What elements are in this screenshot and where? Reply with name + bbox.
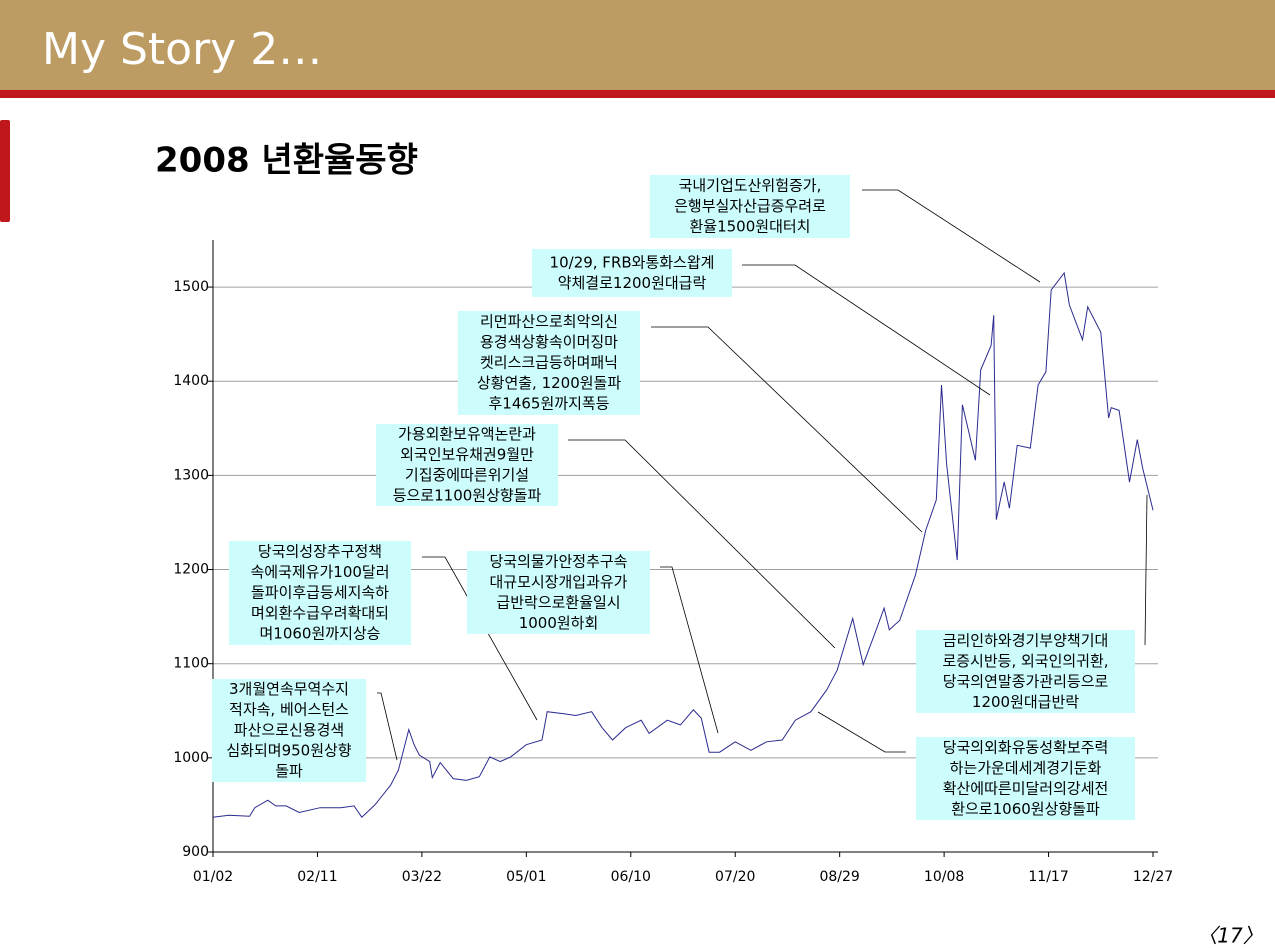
annotation-text: 당국의물가안정추구속 xyxy=(489,552,627,570)
annotation-text: 하는가운데세계경기둔화 xyxy=(950,759,1102,777)
annotation-text: 로증시반등, 외국인의귀환, xyxy=(942,652,1108,670)
annotation-text: 당국의성장추구정책 xyxy=(258,543,382,561)
annotation-text: 돌파 xyxy=(275,762,303,780)
annotation-text: 용경색상황속이머징마 xyxy=(480,333,618,351)
annotation-text: 1000원하회 xyxy=(519,614,599,632)
annotation-text: 며외환수급우려확대되 xyxy=(251,604,389,622)
y-tick-label: 1300 xyxy=(173,467,209,483)
annotation-box xyxy=(467,551,650,634)
header-stripe xyxy=(0,90,1275,98)
x-tick-label: 11/17 xyxy=(1028,869,1068,885)
rate-line xyxy=(212,271,1154,818)
annotation-text: 당국의연말종가관리등으로 xyxy=(943,672,1109,690)
annotation-text: 상황연출, 1200원돌파 xyxy=(477,374,622,392)
annotation-text: 며1060원까지상승 xyxy=(260,625,381,643)
y-tick-label: 900 xyxy=(182,844,209,860)
side-tab xyxy=(0,120,10,222)
annotation-text: 후1465원까지폭등 xyxy=(489,395,610,413)
x-tick-label: 02/11 xyxy=(297,869,337,885)
annotation-text: 가용외환보유액논란과 xyxy=(398,425,536,443)
callout-line xyxy=(377,692,398,761)
annotation-text: 환으로1060원상향돌파 xyxy=(951,800,1100,818)
annotation-text: 금리인하와경기부양책기대 xyxy=(943,631,1109,649)
x-tick-label: 01/02 xyxy=(193,869,233,885)
annotation-text: 등으로1100원상향돌파 xyxy=(393,486,542,504)
annotation-text: 10/29, FRB와통화스왑계 xyxy=(550,253,715,271)
annotation-text: 은행부실자산급증우려로 xyxy=(674,197,826,215)
annotation-text: 약체결로1200원대급락 xyxy=(558,274,707,292)
annotation-box xyxy=(229,541,411,645)
annotation-text: 리먼파산으로최악의신 xyxy=(480,313,618,331)
y-tick-label: 1000 xyxy=(173,750,209,766)
callout-line xyxy=(568,439,836,649)
annotation-box xyxy=(916,630,1135,713)
annotation-text: 돌파이후급등세지속하 xyxy=(251,584,389,602)
header-band xyxy=(0,0,1275,90)
x-tick-label: 10/08 xyxy=(924,869,964,885)
x-tick-label: 07/20 xyxy=(715,869,755,885)
annotation-text: 3개월연속무역수지 xyxy=(229,680,349,698)
x-tick-label: 03/22 xyxy=(402,869,442,885)
callout-line xyxy=(1144,494,1148,646)
annotation-text: 기집중에따른위기설 xyxy=(405,466,529,484)
callout-line xyxy=(422,556,538,721)
annotation-box xyxy=(650,175,850,238)
annotation-text: 1200원대급반락 xyxy=(972,693,1079,711)
annotation-text: 적자속, 베어스턴스 xyxy=(229,701,349,719)
callout-line xyxy=(742,264,991,396)
x-tick-label: 06/10 xyxy=(611,869,651,885)
annotation-text: 당국의외화유동성확보주력 xyxy=(943,738,1109,756)
page-number: 〈17〉 xyxy=(1197,924,1262,948)
callout-line xyxy=(817,711,906,753)
x-tick-label: 08/29 xyxy=(819,869,859,885)
x-tick-label: 12/27 xyxy=(1133,869,1173,885)
annotation-text: 켓리스크급등하며패닉 xyxy=(480,354,618,372)
chart-title: 2008 년환율동향 xyxy=(155,141,418,181)
annotation-text: 심화되며950원상향 xyxy=(226,742,351,760)
annotation-text: 파산으로신용경색 xyxy=(234,721,344,739)
annotation-box xyxy=(376,424,558,506)
annotation-text: 확산에따른미달러의강세전 xyxy=(943,779,1109,797)
x-tick-label: 05/01 xyxy=(506,869,546,885)
y-tick-label: 1400 xyxy=(173,373,209,389)
annotation-text: 대규모시장개입과유가 xyxy=(489,573,627,591)
y-tick-label: 1100 xyxy=(173,656,209,672)
annotation-box xyxy=(532,249,732,297)
y-tick-label: 1500 xyxy=(173,279,209,295)
annotation-text: 국내기업도산위험증가, xyxy=(679,177,822,195)
annotation-box xyxy=(458,311,640,415)
annotation-box xyxy=(916,737,1135,820)
annotation-text: 외국인보유채권9월만 xyxy=(400,445,534,463)
callout-line xyxy=(862,189,1041,283)
callout-line xyxy=(660,566,719,734)
annotation-text: 환율1500원대터치 xyxy=(690,218,811,236)
callout-line xyxy=(651,326,923,533)
y-tick-label: 1200 xyxy=(173,562,209,578)
annotation-box xyxy=(212,679,366,782)
annotation-text: 급반락으로환율일시 xyxy=(496,593,620,611)
annotation-text: 속에국제유가100달러 xyxy=(250,563,389,581)
slide-title: My Story 2… xyxy=(42,24,322,75)
